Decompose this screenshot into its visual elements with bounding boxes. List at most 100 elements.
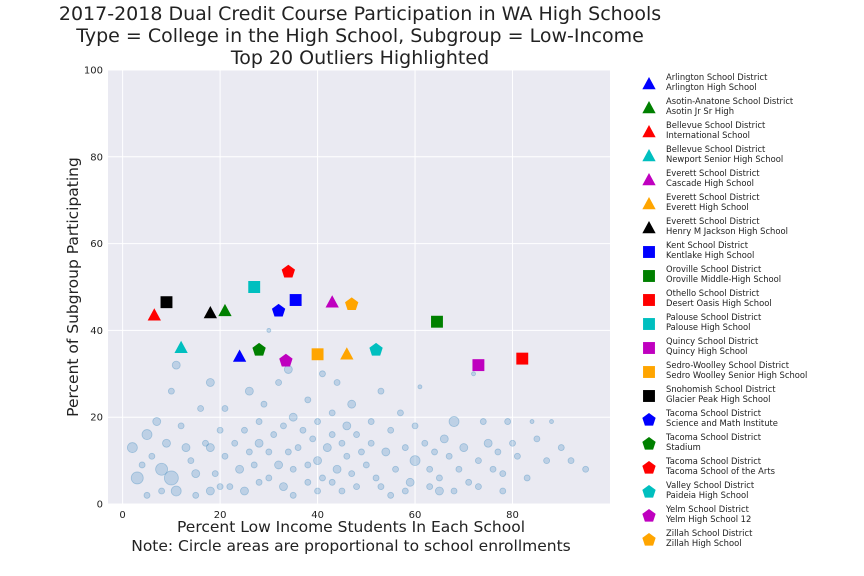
school-point (265, 474, 273, 482)
school-point (392, 465, 399, 473)
school-point (299, 426, 307, 434)
school-point (250, 461, 258, 469)
legend-item: Yelm School District Yelm High School 12 (638, 504, 864, 528)
school-point (270, 431, 278, 438)
outlier-point-9 (516, 352, 529, 365)
school-point (167, 387, 175, 395)
legend-item: Bellevue School District International Sc… (638, 120, 864, 144)
school-point (358, 448, 365, 456)
school-point (450, 487, 458, 495)
legend-label: Yelm School District Yelm High School 12 (666, 504, 752, 524)
legend-item: Asotin-Anatone School District Asotin Jr … (638, 96, 864, 120)
school-point (401, 444, 409, 451)
school-point (274, 460, 283, 470)
school-point (513, 452, 521, 460)
outlier-point-14 (271, 303, 286, 317)
legend-label: Sedro-Woolley School District Sedro Wooll… (666, 360, 808, 380)
school-point (448, 416, 460, 427)
school-point (328, 409, 336, 417)
school-point (328, 431, 336, 438)
school-point (342, 421, 352, 431)
legend-item: Kent School District Kentlake High School (638, 240, 864, 264)
pentagon-marker-icon (642, 413, 656, 426)
legend-label: Othello School District Desert Oasis High… (666, 288, 772, 308)
legend-item: Palouse School District Palouse High Scho… (638, 312, 864, 336)
school-point (284, 448, 292, 456)
y-tick-label: 0 (97, 500, 103, 511)
school-point (338, 439, 346, 447)
legend-item: Snohomish School District Glacier Peak Hi… (638, 384, 864, 408)
school-point (567, 457, 575, 465)
school-point (494, 448, 502, 456)
square-marker-icon (643, 390, 655, 402)
school-point (459, 443, 469, 452)
outlier-point-13 (160, 296, 173, 309)
school-point (211, 470, 219, 478)
school-point (216, 483, 224, 491)
x-tick-label: 60 (409, 510, 422, 521)
school-point (381, 447, 391, 457)
x-axis-label: Note: Circle areas are proportional to s… (131, 537, 571, 555)
chart-title-line-1: 2017-2018 Dual Credit Course Participati… (58, 3, 662, 25)
legend-item: Arlington School District Arlington High … (638, 72, 864, 96)
school-point (130, 471, 144, 485)
school-point (138, 461, 146, 469)
school-point (523, 474, 531, 482)
school-point (367, 418, 375, 425)
school-point (533, 435, 541, 443)
school-point (483, 438, 493, 448)
legend-item: Valley School District Paideia High Schoo… (638, 480, 864, 504)
school-point (192, 491, 200, 499)
square-marker-icon (643, 318, 655, 330)
legend-label: Tacoma School District Tacoma School of t… (666, 456, 775, 476)
school-point (387, 491, 395, 499)
chart-title-line-2: Type = College in the High School, Subgr… (76, 25, 644, 47)
school-point (226, 483, 234, 491)
outlier-point-11 (472, 359, 485, 372)
school-point (582, 465, 590, 473)
pentagon-marker-icon (642, 533, 656, 546)
school-point (471, 371, 476, 377)
outlier-point-2 (147, 308, 161, 321)
square-marker-icon (643, 294, 655, 306)
legend-item: Zillah School District Zillah High School (638, 528, 864, 552)
y-tick-label: 80 (90, 152, 103, 163)
outlier-point-15 (252, 342, 266, 356)
school-point (405, 477, 415, 487)
legend-label: Valley School District Paideia High Schoo… (666, 480, 755, 500)
pentagon-marker-icon (642, 437, 656, 450)
school-point (377, 387, 385, 395)
outlier-point-0 (232, 349, 247, 362)
pentagon-marker-icon (642, 509, 656, 522)
legend-label: Oroville School District Oroville Middle-… (666, 264, 782, 284)
legend-item: Everett School District Cascade High Scho… (638, 168, 864, 192)
triangle-marker-icon (642, 77, 656, 90)
school-point (148, 452, 156, 460)
school-point (338, 487, 346, 495)
y-tick-label: 100 (84, 66, 103, 77)
legend-label: Asotin-Anatone School District Asotin Jr … (666, 96, 794, 116)
square-marker-icon (643, 246, 655, 258)
school-point (475, 457, 482, 465)
legend-label: Everett School District Everett High Scho… (666, 192, 760, 212)
outlier-point-5 (340, 347, 354, 360)
school-point (141, 429, 153, 440)
school-point (543, 457, 551, 465)
outlier-point-18 (279, 353, 293, 367)
y-tick-label: 20 (90, 413, 103, 424)
school-point (445, 452, 453, 460)
school-point (343, 452, 351, 460)
school-point (202, 439, 209, 447)
school-point (549, 419, 554, 424)
school-point (439, 434, 449, 444)
school-point (216, 426, 224, 434)
legend-label: Tacoma School District Science and Math I… (666, 408, 778, 428)
school-point (181, 443, 191, 452)
school-point (197, 405, 205, 412)
school-point (191, 469, 201, 479)
school-point (353, 483, 360, 491)
school-point (235, 464, 244, 474)
school-point (333, 379, 341, 386)
school-point (152, 417, 162, 426)
